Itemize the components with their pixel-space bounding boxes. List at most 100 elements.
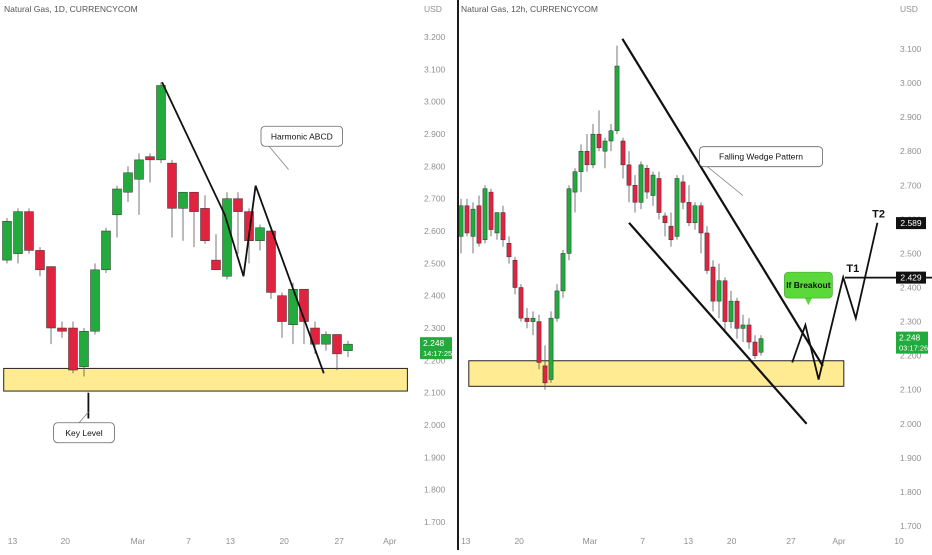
chart-2-y-tick-label: 2.800 — [900, 146, 922, 156]
chart-1-candle — [288, 288, 298, 326]
chart-1-y-tick-label: 3.000 — [424, 97, 446, 107]
chart-1-candle — [178, 191, 188, 209]
chart-2-y-tick-label: 3.100 — [900, 44, 922, 54]
chart-1-x-tick-label: Apr — [383, 536, 396, 546]
chart-2-candle — [710, 266, 716, 302]
chart-2-candle — [494, 212, 500, 234]
chart-2-callout-box — [699, 146, 824, 168]
chart-2-candle — [470, 208, 476, 237]
chart-2-candle — [614, 65, 620, 132]
chart-2-candle — [722, 280, 728, 322]
chart-1-y-tick-label: 2.300 — [424, 323, 446, 333]
chart-2-candle — [572, 171, 578, 193]
chart-2-candle — [560, 253, 566, 292]
chart-1-candle — [2, 221, 12, 261]
chart-2-y-tick-label: 2.500 — [900, 248, 922, 258]
chart-1-y-tick-label: 3.200 — [424, 32, 446, 42]
chart-2-last-price-text: 2.248 — [899, 333, 921, 343]
chart-2-candle — [674, 178, 680, 237]
chart-1-candle — [134, 159, 144, 180]
chart-1-candle — [332, 334, 342, 355]
chart-1-candle — [57, 327, 67, 332]
chart-1-callout-box — [53, 422, 115, 444]
chart-1-countdown-text: 14:17:25 — [423, 349, 452, 358]
chart-2-y-tick-label: 3.000 — [900, 78, 922, 88]
chart-2-candle — [734, 300, 740, 329]
chart-2-trend-line — [628, 222, 808, 425]
chart-1-candle — [343, 343, 353, 351]
chart-2-candle — [542, 365, 548, 384]
chart-1-candle — [156, 85, 166, 161]
chart-2-candle — [476, 205, 482, 244]
chart-2-candle — [620, 140, 626, 166]
chart-1-candle — [167, 162, 177, 209]
chart-2-candle — [608, 130, 614, 142]
chart-2-candle — [464, 205, 470, 234]
chart-1-x-tick-label: Mar — [131, 536, 146, 546]
chart-1-x-tick-label: 13 — [226, 536, 236, 546]
twelve-hour-chart-panel: Natural Gas, 12h, CURRENCYCOM USD 3.100 3.0… — [458, 4, 932, 546]
chart-1-x-tick-label: 27 — [334, 536, 344, 546]
chart-2-candle — [656, 178, 662, 213]
chart-2-candle — [728, 300, 734, 322]
chart-2-candle — [704, 232, 710, 271]
chart-1-y-tick-label: 2.000 — [424, 420, 446, 430]
chart-2-currency-label: USD — [900, 4, 918, 14]
chart-2-candle — [536, 321, 542, 363]
chart-1-callout-pointer — [268, 146, 289, 170]
chart-2-level-tag — [896, 217, 926, 230]
chart-2-trend-line — [791, 222, 879, 380]
chart-2-breakout-pointer — [804, 297, 813, 306]
chart-2-candle — [506, 242, 512, 258]
chart-2-y-tick-label: 1.900 — [900, 453, 922, 463]
chart-2-candle — [686, 202, 692, 224]
chart-2-candle — [692, 205, 698, 224]
chart-1-candle — [79, 330, 89, 368]
chart-1-candle — [123, 172, 133, 193]
chart-1-candle — [200, 208, 210, 241]
chart-1-title: Natural Gas, 1D, CURRENCYCOM — [4, 4, 138, 14]
chart-2-x-tick-label: 20 — [514, 536, 524, 546]
chart-1-last-price-tag — [420, 337, 452, 360]
chart-2-y-tick-label: 2.100 — [900, 385, 922, 395]
chart-1-y-tick-label: 2.800 — [424, 161, 446, 171]
chart-1-candle — [90, 269, 100, 332]
chart-1-y-tick-label: 2.900 — [424, 129, 446, 139]
chart-2-candle — [698, 205, 704, 234]
chart-2-candle — [512, 259, 518, 288]
chart-2-y-tick-label: 1.800 — [900, 487, 922, 497]
chart-1-y-tick-label: 1.900 — [424, 452, 446, 462]
chart-1-candle — [145, 156, 155, 161]
chart-2-level-tag-text: 2.429 — [900, 273, 922, 283]
chart-2-x-tick-label: 13 — [461, 536, 471, 546]
chart-2-x-tick-label: Mar — [583, 536, 598, 546]
chart-1-y-tick-label: 2.500 — [424, 258, 446, 268]
chart-2-candle — [638, 164, 644, 203]
chart-1-candle — [35, 250, 45, 271]
chart-2-last-price-tag — [896, 331, 928, 354]
chart-2-level-tag — [896, 271, 926, 284]
chart-2-candle — [746, 324, 752, 343]
chart-2-x-tick-label: 20 — [727, 536, 737, 546]
chart-2-candle — [644, 168, 650, 193]
chart-2-candle — [482, 188, 488, 241]
chart-1-candle — [233, 198, 243, 212]
chart-1-callout-text: Harmonic ABCD — [271, 131, 333, 141]
chart-1-currency-label: USD — [424, 4, 442, 14]
chart-2-target-label: T1 — [846, 263, 859, 275]
chart-1-x-tick-label: 20 — [279, 536, 289, 546]
chart-2-candle — [518, 287, 524, 319]
chart-2-candle — [566, 188, 572, 254]
chart-1-candle — [24, 211, 34, 251]
chart-1-candle — [112, 188, 122, 216]
chart-2-candle — [530, 317, 536, 322]
chart-1-candle — [101, 230, 111, 271]
chart-2-y-tick-label: 2.400 — [900, 283, 922, 293]
chart-1-candle — [13, 211, 23, 254]
chart-2-candle — [740, 324, 746, 329]
chart-1-candle — [266, 230, 276, 293]
chart-2-x-tick-label: 7 — [640, 536, 645, 546]
chart-1-y-tick-label: 2.200 — [424, 355, 446, 365]
chart-1-last-price-text: 2.248 — [423, 338, 445, 348]
